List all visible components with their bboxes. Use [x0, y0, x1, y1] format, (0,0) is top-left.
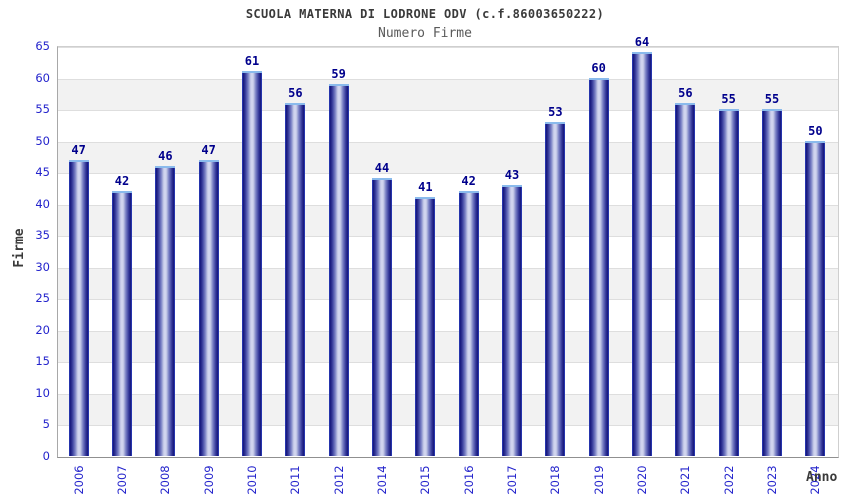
- x-axis-tick-label: 2023: [765, 465, 779, 495]
- y-axis-tick-label: 65: [35, 39, 50, 53]
- y-axis-tick-label: 55: [35, 102, 50, 117]
- bar-value-label: 41: [418, 180, 433, 195]
- bar-value-label: 47: [71, 142, 86, 157]
- y-axis-tick-label: 20: [35, 322, 50, 337]
- x-axis-tick-label: 2012: [331, 465, 346, 495]
- plot-area: [57, 46, 839, 458]
- y-axis-tick-label: 5: [42, 417, 50, 432]
- bar-value-label: 61: [244, 54, 260, 69]
- plot-band: [58, 141, 838, 174]
- bar-2011: [285, 102, 306, 456]
- x-axis-tick-label: 2010: [245, 465, 259, 495]
- plot-band: [58, 236, 838, 268]
- plot-band: [58, 78, 838, 111]
- x-axis-label: Anno: [806, 470, 838, 485]
- bar-value-label: 43: [504, 167, 520, 182]
- bar-2015: [415, 197, 436, 456]
- bar-2007: [112, 191, 132, 456]
- plot-band: [58, 362, 838, 394]
- y-axis-tick-label: 50: [35, 133, 50, 148]
- bar-value-label: 64: [634, 35, 650, 50]
- y-axis-tick-label: 10: [35, 385, 50, 400]
- plot-band: [58, 204, 838, 237]
- plot-band: [58, 47, 838, 79]
- bar-2012: [328, 83, 349, 456]
- y-axis-tick-label: 25: [35, 291, 50, 306]
- bar-2023: [762, 109, 782, 456]
- bar-value-label: 56: [678, 85, 693, 100]
- y-axis-tick-label: 40: [35, 196, 50, 211]
- x-axis-tick-label: 2017: [505, 465, 519, 495]
- bar-value-label: 55: [764, 92, 780, 107]
- x-axis-tick-label: 2019: [591, 465, 606, 495]
- bar-value-label: 56: [288, 85, 303, 100]
- bar-2008: [155, 165, 176, 456]
- bar-2017: [502, 184, 522, 456]
- bar-value-label: 55: [721, 92, 736, 107]
- plot-band: [58, 425, 838, 457]
- plot-band: [58, 393, 838, 426]
- bar-2006: [68, 159, 89, 456]
- x-axis-tick-label: 2018: [548, 465, 563, 495]
- x-axis-tick-label: 2022: [721, 465, 736, 495]
- plot-band: [58, 267, 838, 300]
- bar-2019: [588, 77, 609, 456]
- x-axis-tick-label: 2006: [71, 465, 86, 495]
- bar-2016: [458, 191, 479, 456]
- x-axis-tick-label: 2014: [375, 465, 389, 495]
- y-axis-tick-label: 35: [35, 228, 50, 243]
- x-axis-tick-label: 2016: [461, 465, 476, 495]
- x-axis-tick-label: 2021: [678, 465, 693, 495]
- x-axis-tick-label: 2009: [201, 465, 216, 495]
- bar-2024: [805, 140, 826, 456]
- y-axis-tick-label: 15: [35, 354, 50, 369]
- bar-2014: [372, 178, 392, 456]
- x-axis-tick-label: 2015: [418, 465, 433, 495]
- bar-value-label: 53: [548, 104, 563, 119]
- x-axis-tick-label: 2020: [635, 465, 649, 495]
- x-axis-tick-label: 2011: [288, 465, 303, 495]
- bar-2010: [242, 71, 262, 456]
- bar-value-label: 42: [461, 174, 476, 189]
- plot-band: [58, 110, 838, 142]
- bar-value-label: 47: [201, 142, 216, 157]
- y-axis-tick-label: 30: [35, 259, 50, 274]
- chart-title: SCUOLA MATERNA DI LODRONE ODV (c.f.86003…: [245, 7, 605, 21]
- bar-value-label: 44: [374, 161, 390, 176]
- bar-2020: [632, 52, 652, 456]
- plot-band: [58, 330, 838, 363]
- plot-band: [58, 173, 838, 205]
- bar-value-label: 50: [808, 123, 823, 138]
- bar-2022: [718, 109, 739, 456]
- plot-band: [58, 299, 838, 331]
- bar-value-label: 42: [114, 174, 130, 189]
- bar-value-label: 60: [591, 60, 606, 75]
- y-axis-tick-label: 60: [35, 70, 50, 85]
- y-axis-tick-label: 45: [35, 165, 50, 180]
- bar-value-label: 59: [331, 66, 346, 81]
- x-axis-tick-label: 2007: [115, 465, 129, 495]
- y-axis-tick-label: 0: [42, 449, 50, 463]
- bar-2018: [545, 121, 566, 456]
- bar-value-label: 46: [158, 148, 173, 163]
- chart-subtitle: Numero Firme: [378, 26, 472, 41]
- bar-2009: [198, 159, 219, 456]
- x-axis-tick-label: 2008: [158, 465, 173, 495]
- bar-2021: [675, 102, 696, 456]
